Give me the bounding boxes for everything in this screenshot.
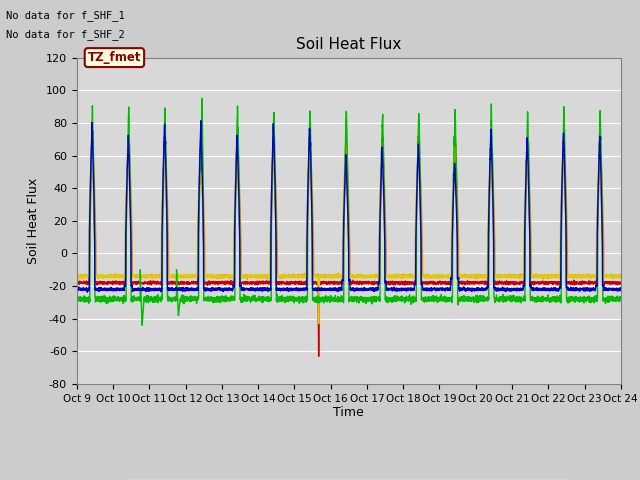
Text: TZ_fmet: TZ_fmet: [88, 51, 141, 64]
SHF1: [197, 132, 205, 138]
SHF3: [88, 136, 95, 142]
SHF4: [329, 295, 337, 301]
SHF3: [617, 275, 625, 280]
SHF4: [617, 296, 625, 302]
SHF1: [502, 281, 509, 287]
SHF2: [329, 273, 337, 278]
SHF5: [502, 288, 509, 294]
SHF5: [471, 288, 479, 293]
SHF5: [171, 288, 179, 293]
SHF5: [441, 287, 449, 292]
SHF1: [616, 280, 624, 286]
SHF3: [73, 275, 81, 280]
SHF1: [171, 279, 179, 285]
SHF2: [616, 273, 624, 279]
SHF2: [617, 274, 625, 279]
SHF5: [197, 118, 205, 124]
SHF3: [502, 275, 509, 280]
SHF2: [502, 273, 509, 278]
Line: SHF2: SHF2: [77, 137, 621, 279]
Line: SHF5: SHF5: [77, 121, 621, 292]
SHF5: [83, 289, 91, 295]
SHF3: [471, 274, 479, 279]
Text: No data for f_SHF_1: No data for f_SHF_1: [6, 10, 125, 21]
SHF1: [471, 279, 479, 285]
Line: SHF3: SHF3: [77, 139, 621, 324]
Legend: SHF1, SHF2, SHF3, SHF4, SHF5: SHF1, SHF2, SHF3, SHF4, SHF5: [125, 479, 572, 480]
SHF2: [441, 273, 449, 279]
SHF2: [171, 273, 179, 279]
SHF4: [441, 293, 449, 299]
SHF5: [617, 287, 625, 292]
Title: Soil Heat Flux: Soil Heat Flux: [296, 37, 401, 52]
SHF2: [471, 274, 479, 279]
SHF1: [329, 280, 337, 286]
SHF1: [617, 281, 625, 287]
X-axis label: Time: Time: [333, 407, 364, 420]
SHF4: [616, 297, 624, 303]
SHF2: [73, 273, 81, 278]
Line: SHF1: SHF1: [77, 135, 621, 356]
SHF2: [452, 134, 460, 140]
SHF1: [73, 279, 81, 285]
Line: SHF4: SHF4: [77, 98, 621, 325]
SHF4: [73, 297, 81, 303]
SHF3: [171, 274, 179, 279]
SHF5: [73, 288, 81, 293]
SHF5: [329, 286, 337, 291]
SHF4: [171, 295, 179, 300]
SHF3: [616, 275, 624, 280]
SHF3: [315, 321, 323, 326]
SHF4: [502, 297, 509, 303]
SHF1: [441, 280, 449, 286]
SHF4: [138, 323, 146, 328]
SHF3: [441, 273, 449, 279]
SHF2: [243, 276, 251, 282]
SHF3: [329, 273, 337, 279]
SHF4: [198, 96, 206, 101]
Y-axis label: Soil Heat Flux: Soil Heat Flux: [28, 178, 40, 264]
SHF4: [471, 296, 479, 301]
Text: No data for f_SHF_2: No data for f_SHF_2: [6, 29, 125, 40]
SHF1: [315, 353, 323, 359]
SHF5: [616, 286, 624, 292]
